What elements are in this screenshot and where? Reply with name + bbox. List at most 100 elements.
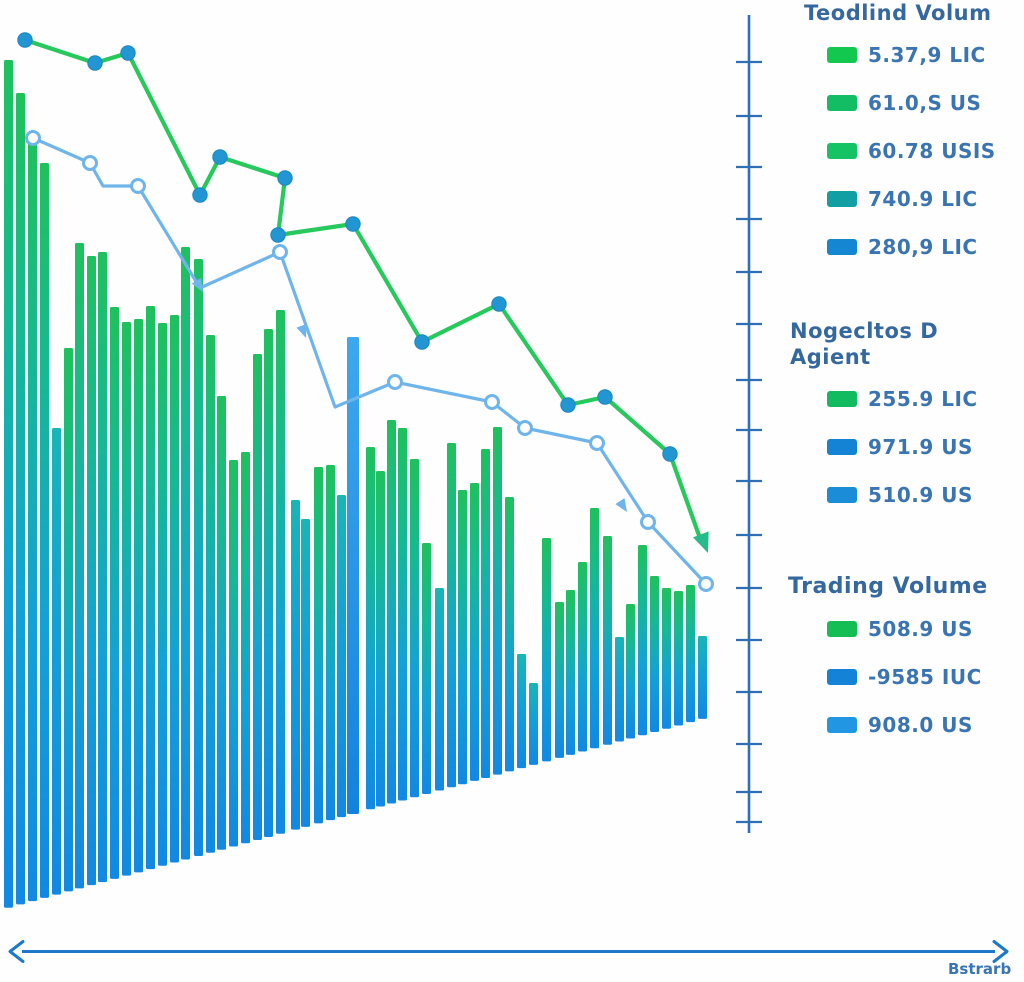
- bar: [447, 443, 456, 788]
- legend-title: Teodlind Volum: [804, 1, 992, 25]
- bar: [590, 508, 599, 749]
- bar: [505, 497, 514, 772]
- legend-item-label: 255.9 LIC: [868, 387, 978, 411]
- legend-items: 508.9 US -9585 IUC 908.0 US: [786, 617, 1024, 737]
- open-circle-marker: [517, 420, 533, 436]
- legend-swatch: [827, 191, 857, 207]
- open-circle-marker: [698, 576, 714, 592]
- legend-block-3: Trading Volume 508.9 US -9585 IUC 908.0 US: [786, 574, 1024, 761]
- bar: [410, 459, 419, 798]
- bar: [376, 471, 385, 807]
- bar: [435, 588, 444, 791]
- bar: [98, 252, 107, 883]
- legend-item-label: 508.9 US: [868, 617, 973, 641]
- bar: [529, 683, 538, 765]
- bar: [194, 259, 203, 857]
- dot-marker: [87, 55, 103, 71]
- bar: [253, 354, 262, 840]
- legend-title: Trading Volume: [788, 574, 988, 599]
- bar: [686, 585, 695, 723]
- legend-item: 5.37,9 LIC: [786, 43, 1024, 67]
- bars-group: [4, 60, 707, 908]
- bar: [264, 329, 273, 837]
- blue-line: [25, 130, 714, 592]
- arrowhead-icon: [296, 323, 307, 338]
- legend-title: Nogecltos D Agient: [790, 319, 939, 369]
- bar: [698, 636, 707, 719]
- left-arrowhead-icon: [8, 940, 25, 963]
- legend-block-1: Teodlind Volum 5.37,9 LIC 61.0,S US 60.78 …: [786, 0, 1024, 283]
- bar: [662, 588, 671, 729]
- legend-items: 255.9 LIC 971.9 US 510.9 US: [786, 387, 1024, 507]
- bar: [4, 60, 13, 908]
- legend-item-label: 60.78 USIS: [868, 139, 996, 163]
- y-axis: [736, 15, 762, 833]
- open-circle-marker: [484, 394, 500, 410]
- arrowhead-icon: [191, 278, 203, 292]
- x-axis-arrow: [8, 940, 1009, 963]
- bar: [398, 428, 407, 801]
- open-circle-marker: [640, 514, 656, 530]
- bar: [493, 427, 502, 775]
- legend-swatch: [827, 487, 857, 503]
- bar: [422, 543, 431, 794]
- bar: [134, 319, 143, 873]
- bar: [542, 538, 551, 762]
- legend-items: 5.37,9 LIC 61.0,S US 60.78 USIS 740.9 LIC 28…: [786, 43, 1024, 259]
- bar: [301, 519, 310, 827]
- bar: [626, 604, 635, 739]
- dot-marker: [345, 216, 361, 232]
- bar: [347, 337, 359, 814]
- bar: [158, 323, 167, 866]
- dot-marker: [120, 45, 136, 61]
- legend-swatch: [827, 239, 857, 255]
- dot-marker: [17, 32, 33, 48]
- open-circle-marker: [589, 435, 605, 451]
- bar: [75, 243, 84, 889]
- bar: [481, 449, 490, 778]
- legend-item-label: -9585 IUC: [868, 665, 982, 689]
- legend-swatch: [827, 47, 857, 63]
- legend-item-label: 5.37,9 LIC: [868, 43, 986, 67]
- bar: [146, 306, 155, 870]
- footer-label: Bstrarb: [948, 960, 1012, 978]
- dot-marker: [212, 149, 228, 165]
- dot-marker: [491, 296, 507, 312]
- bar: [241, 452, 250, 844]
- bar: [87, 256, 96, 886]
- bar: [566, 590, 575, 755]
- bar: [16, 93, 25, 905]
- dot-marker: [192, 187, 208, 203]
- bar: [122, 322, 131, 876]
- legend-swatch: [827, 669, 857, 685]
- bar: [337, 495, 346, 818]
- legend-item: 508.9 US: [786, 617, 1024, 641]
- bar: [555, 602, 564, 758]
- dot-marker: [277, 170, 293, 186]
- legend-item: 971.9 US: [786, 435, 1024, 459]
- open-circle-marker: [82, 155, 98, 171]
- legend-item: 908.0 US: [786, 713, 1024, 737]
- legend-item-label: 280,9 LIC: [868, 235, 978, 259]
- legend-block-2: Nogecltos D Agient 255.9 LIC 971.9 US 510.…: [786, 318, 1024, 531]
- bar: [326, 465, 335, 821]
- arrowhead-icon: [615, 498, 627, 512]
- dot-marker: [414, 334, 430, 350]
- legend-swatch: [827, 391, 857, 407]
- legend-item-label: 740.9 LIC: [868, 187, 978, 211]
- legend-item: 280,9 LIC: [786, 235, 1024, 259]
- bar: [638, 545, 647, 736]
- open-circle-marker: [387, 374, 403, 390]
- bar: [170, 315, 179, 863]
- legend-item-label: 61.0,S US: [868, 91, 982, 115]
- bar: [578, 562, 587, 752]
- legend-item: 510.9 US: [786, 483, 1024, 507]
- bar: [615, 637, 624, 742]
- open-circle-marker: [272, 244, 288, 260]
- bar: [52, 428, 61, 895]
- bar: [674, 591, 683, 726]
- right-arrowhead-icon: [992, 940, 1009, 963]
- bar: [28, 137, 37, 902]
